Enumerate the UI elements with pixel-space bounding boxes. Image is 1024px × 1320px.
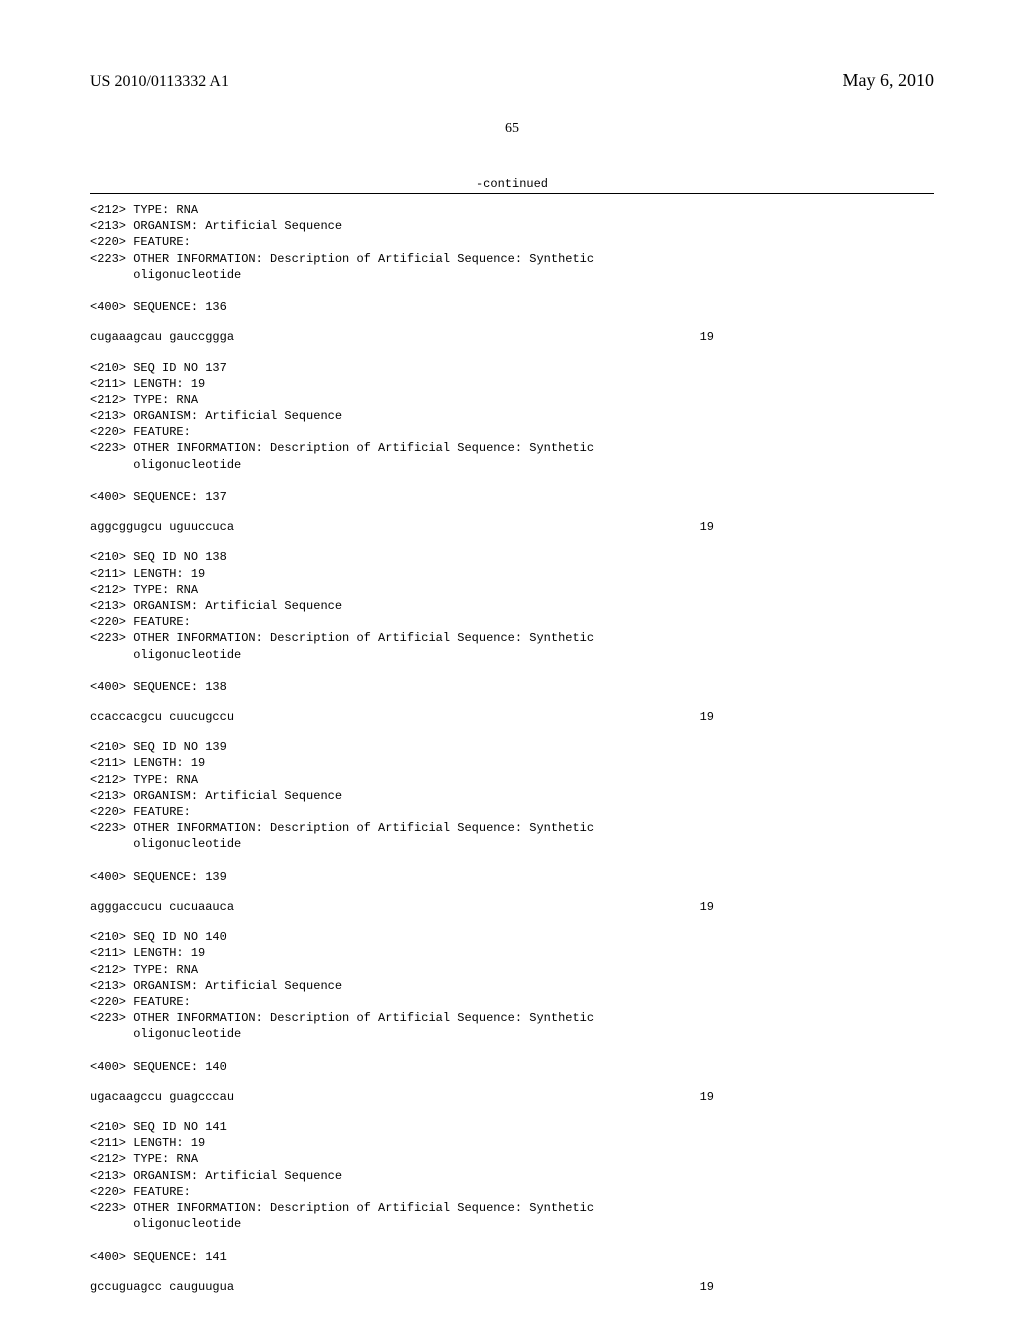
continued-label: -continued	[90, 177, 934, 191]
seq-header-138: <210> SEQ ID NO 138 <211> LENGTH: 19 <21…	[90, 549, 934, 695]
seq-id-line: <210> SEQ ID NO 141	[90, 1120, 227, 1134]
publication-date: May 6, 2010	[843, 70, 935, 91]
type-line: <212> TYPE: RNA	[90, 1152, 198, 1166]
seq-header-140: <210> SEQ ID NO 140 <211> LENGTH: 19 <21…	[90, 929, 934, 1075]
sequence-length: 19	[700, 1089, 714, 1105]
page-header: US 2010/0113332 A1 May 6, 2010	[90, 70, 934, 91]
organism-line: <213> ORGANISM: Artificial Sequence	[90, 1169, 342, 1183]
length-line: <211> LENGTH: 19	[90, 946, 205, 960]
length-line: <211> LENGTH: 19	[90, 377, 205, 391]
seq-header-139: <210> SEQ ID NO 139 <211> LENGTH: 19 <21…	[90, 739, 934, 885]
sequence-text: gccuguagcc cauguugua	[90, 1279, 234, 1295]
sequence-length: 19	[700, 899, 714, 915]
sequence-text: ugacaagccu guagcccau	[90, 1089, 234, 1105]
sequence-label: <400> SEQUENCE: 137	[90, 490, 227, 504]
sequence-label: <400> SEQUENCE: 140	[90, 1060, 227, 1074]
organism-line: <213> ORGANISM: Artificial Sequence	[90, 219, 342, 233]
seq-header-137: <210> SEQ ID NO 137 <211> LENGTH: 19 <21…	[90, 360, 934, 506]
organism-line: <213> ORGANISM: Artificial Sequence	[90, 409, 342, 423]
publication-id: US 2010/0113332 A1	[90, 73, 229, 91]
sequence-length: 19	[700, 519, 714, 535]
sequence-row-141: gccuguagcc cauguugua 19	[90, 1279, 934, 1295]
sequence-text: aggcggugcu uguuccuca	[90, 519, 234, 535]
feature-line: <220> FEATURE:	[90, 805, 191, 819]
seq-id-line: <210> SEQ ID NO 140	[90, 930, 227, 944]
page-number: 65	[90, 121, 934, 137]
other-info-line1: <223> OTHER INFORMATION: Description of …	[90, 1011, 594, 1025]
type-line: <212> TYPE: RNA	[90, 393, 198, 407]
type-line: <212> TYPE: RNA	[90, 583, 198, 597]
feature-line: <220> FEATURE:	[90, 615, 191, 629]
seq-header-141: <210> SEQ ID NO 141 <211> LENGTH: 19 <21…	[90, 1119, 934, 1265]
feature-line: <220> FEATURE:	[90, 425, 191, 439]
type-line: <212> TYPE: RNA	[90, 203, 198, 217]
sequence-text: cugaaagcau gauccggga	[90, 329, 234, 345]
organism-line: <213> ORGANISM: Artificial Sequence	[90, 789, 342, 803]
feature-line: <220> FEATURE:	[90, 235, 191, 249]
sequence-row-138: ccaccacgcu cuucugccu 19	[90, 709, 934, 725]
sequence-text: agggaccucu cucuaauca	[90, 899, 234, 915]
other-info-line1: <223> OTHER INFORMATION: Description of …	[90, 441, 594, 455]
length-line: <211> LENGTH: 19	[90, 567, 205, 581]
other-info-line2: oligonucleotide	[90, 1217, 241, 1231]
sequence-length: 19	[700, 709, 714, 725]
sequence-label: <400> SEQUENCE: 138	[90, 680, 227, 694]
feature-line: <220> FEATURE:	[90, 995, 191, 1009]
sequence-label: <400> SEQUENCE: 139	[90, 870, 227, 884]
sequence-text: ccaccacgcu cuucugccu	[90, 709, 234, 725]
feature-line: <220> FEATURE:	[90, 1185, 191, 1199]
organism-line: <213> ORGANISM: Artificial Sequence	[90, 979, 342, 993]
sequence-row-139: agggaccucu cucuaauca 19	[90, 899, 934, 915]
other-info-line2: oligonucleotide	[90, 268, 241, 282]
sequence-row-140: ugacaagccu guagcccau 19	[90, 1089, 934, 1105]
seq-id-line: <210> SEQ ID NO 137	[90, 361, 227, 375]
sequence-length: 19	[700, 329, 714, 345]
sequence-label: <400> SEQUENCE: 136	[90, 300, 227, 314]
type-line: <212> TYPE: RNA	[90, 773, 198, 787]
other-info-line2: oligonucleotide	[90, 837, 241, 851]
sequence-label: <400> SEQUENCE: 141	[90, 1250, 227, 1264]
other-info-line2: oligonucleotide	[90, 1027, 241, 1041]
other-info-line1: <223> OTHER INFORMATION: Description of …	[90, 821, 594, 835]
other-info-line2: oligonucleotide	[90, 648, 241, 662]
length-line: <211> LENGTH: 19	[90, 1136, 205, 1150]
seq-header-136: <212> TYPE: RNA <213> ORGANISM: Artifici…	[90, 202, 934, 315]
other-info-line1: <223> OTHER INFORMATION: Description of …	[90, 252, 594, 266]
other-info-line1: <223> OTHER INFORMATION: Description of …	[90, 1201, 594, 1215]
organism-line: <213> ORGANISM: Artificial Sequence	[90, 599, 342, 613]
other-info-line2: oligonucleotide	[90, 458, 241, 472]
sequence-length: 19	[700, 1279, 714, 1295]
length-line: <211> LENGTH: 19	[90, 756, 205, 770]
seq-id-line: <210> SEQ ID NO 139	[90, 740, 227, 754]
other-info-line1: <223> OTHER INFORMATION: Description of …	[90, 631, 594, 645]
sequence-row-136: cugaaagcau gauccggga 19	[90, 329, 934, 345]
divider	[90, 193, 934, 194]
type-line: <212> TYPE: RNA	[90, 963, 198, 977]
sequence-row-137: aggcggugcu uguuccuca 19	[90, 519, 934, 535]
seq-id-line: <210> SEQ ID NO 138	[90, 550, 227, 564]
